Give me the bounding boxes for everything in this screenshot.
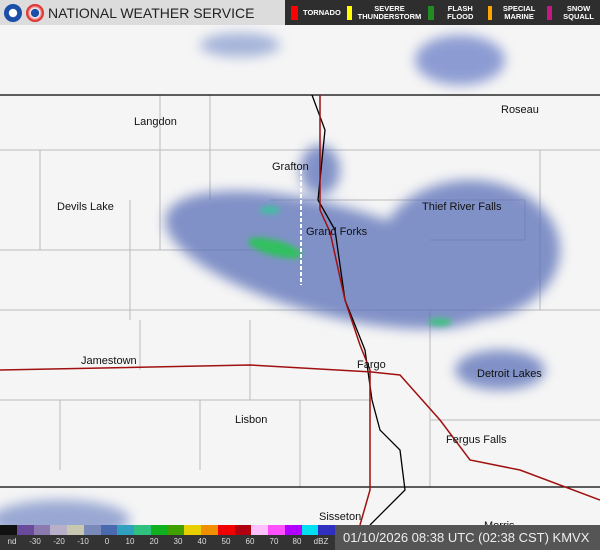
highways: [0, 95, 600, 526]
colorbar-tick: dBZ: [313, 537, 329, 546]
legend-label: SNOW SQUALL: [563, 3, 594, 21]
legend-swatch: [291, 5, 298, 20]
legend-swatch: [546, 5, 553, 20]
warning-legend: TORNADO SEVERE THUNDERSTORM FLASH FLOOD SPE…: [285, 0, 600, 25]
legend-item: SEVERE THUNDERSTORM: [346, 3, 423, 21]
colorbar-tick: 20: [149, 537, 159, 546]
legend-label: SPECIAL MARINE: [502, 3, 536, 21]
colorbar-tick: -20: [53, 537, 65, 546]
legend-swatch: [487, 5, 493, 20]
city-label: Roseau: [501, 104, 539, 116]
legend-label: FLASH FLOOD: [447, 3, 474, 21]
colorbar-tick: 30: [173, 537, 183, 546]
colorbar-tick: 70: [269, 537, 279, 546]
colorbar-tick: -30: [29, 537, 41, 546]
timestamp: 01/10/2026 08:38 UTC (02:38 CST) KMVX: [335, 525, 600, 550]
city-label: Grand Forks: [306, 226, 368, 238]
radar-cores: [247, 206, 452, 326]
legend-item: FLASH FLOOD: [428, 3, 481, 21]
city-label: Thief River Falls: [422, 201, 502, 213]
colorbar-tick: 50: [221, 537, 231, 546]
legend-item: TORNADO: [291, 5, 341, 20]
city-label: Sisseton: [319, 511, 362, 523]
city-label: Langdon: [134, 116, 177, 128]
colorbar-tick: -10: [77, 537, 89, 546]
city-label: Fergus Falls: [446, 434, 507, 446]
legend-label: TORNADO: [303, 7, 341, 17]
colorbar-tick: 0: [104, 537, 110, 546]
city-label: Grafton: [272, 161, 309, 173]
header-title: NATIONAL WEATHER SERVICE: [48, 4, 255, 21]
legend-label: SEVERE THUNDERSTORM: [357, 3, 422, 21]
header: NATIONAL WEATHER SERVICE: [0, 0, 285, 25]
legend-item: SNOW SQUALL: [546, 3, 600, 21]
city-label: Detroit Lakes: [477, 368, 542, 380]
city-label: Jamestown: [81, 355, 137, 367]
colorbar-tick: 80: [292, 537, 302, 546]
state-borders: [0, 94, 600, 488]
city-label: Devils Lake: [57, 201, 114, 213]
legend-swatch: [428, 5, 434, 20]
city-label: Fargo: [357, 359, 386, 371]
colorbar-tick: 40: [197, 537, 207, 546]
reflectivity-colorbar: nd -30 -20 -10 0 10 20 30 40 50 60 70 80 dBZ: [0, 525, 335, 550]
colorbar-tick: nd: [7, 537, 17, 546]
legend-swatch: [346, 5, 352, 20]
city-label: Lisbon: [235, 414, 268, 426]
colorbar-tick: 10: [125, 537, 135, 546]
noaa-logo-icon: [4, 3, 22, 22]
colorbar-tick: 60: [245, 537, 255, 546]
nws-logo-icon: [26, 3, 44, 22]
legend-item: SPECIAL MARINE: [487, 3, 541, 21]
